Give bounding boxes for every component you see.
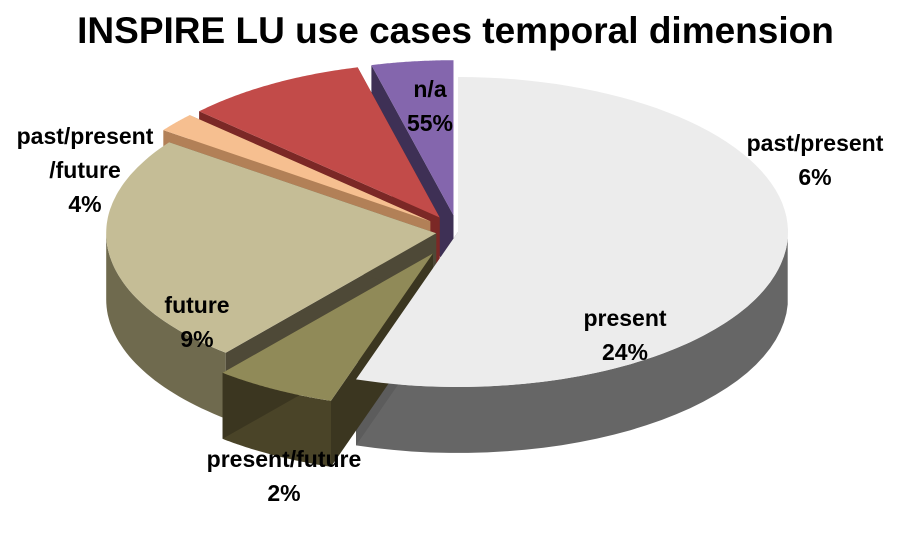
slice-label-present-line-0: present — [583, 305, 666, 331]
slice-outer-wall-present — [106, 233, 226, 419]
slice-future — [199, 67, 440, 218]
slice-label-past-present-line-1: 6% — [798, 164, 831, 190]
slice-outer-wall-n-a — [356, 238, 788, 453]
chart-title: INSPIRE LU use cases temporal dimension — [77, 10, 834, 51]
slice-label-present-future-line-0: present/future — [207, 446, 362, 472]
slice-label-present-line-1: 24% — [602, 339, 648, 365]
slice-present-future — [163, 115, 431, 222]
slice-label-past-present-future-line-1: /future — [49, 157, 121, 183]
slice-label-future-line-1: 9% — [180, 326, 213, 352]
slice-label-present-future-line-1: 2% — [267, 480, 300, 506]
slice-label-future-line-0: future — [164, 292, 229, 318]
slice-label-past-present-line-0: past/present — [747, 130, 884, 156]
slice-past-present — [222, 253, 433, 401]
slice-n-a — [356, 77, 788, 387]
pie-tops-layer — [106, 60, 788, 401]
slice-label-past-present-future-line-2: 4% — [68, 191, 101, 217]
slice-label-past-present-future-line-0: past/present — [17, 123, 154, 149]
slice-label-n-a-line-1: 55% — [407, 110, 453, 136]
slice-present — [106, 142, 437, 353]
slice-label-n-a-line-0: n/a — [413, 76, 446, 102]
slice-past-present-future — [371, 60, 454, 216]
pie-labels-layer: past/present/future 4% future 9% present/fut… — [17, 76, 884, 506]
